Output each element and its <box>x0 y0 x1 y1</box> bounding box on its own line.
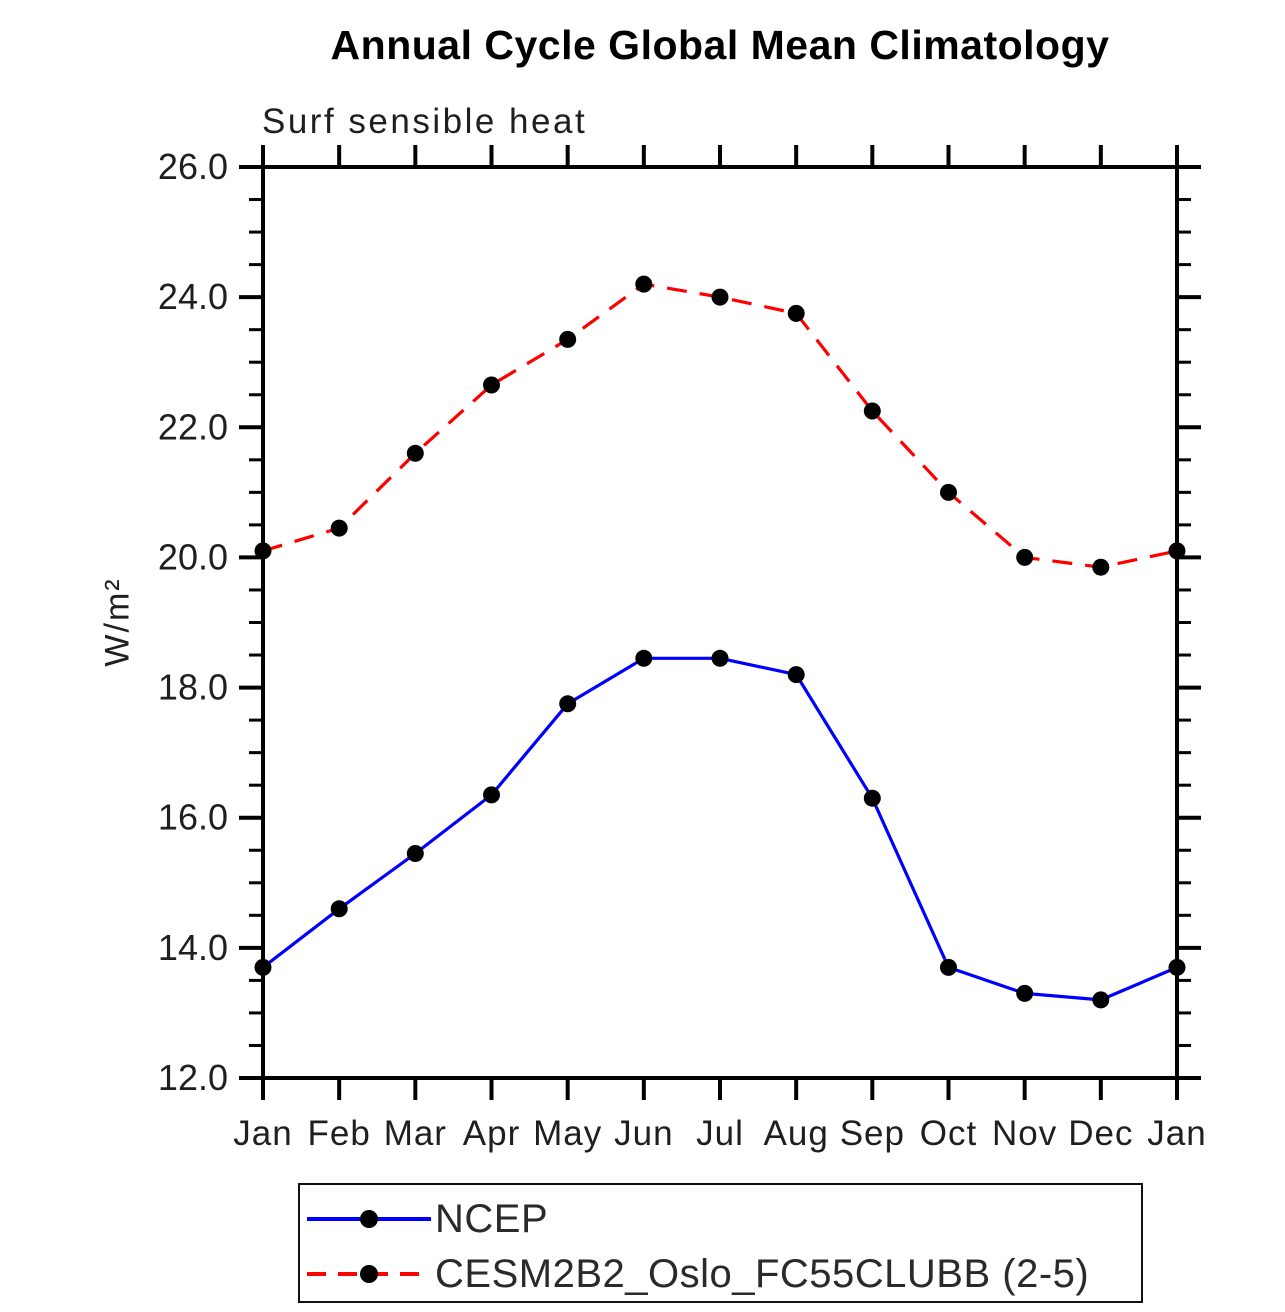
ncep-data-marker <box>1092 991 1110 1009</box>
legend-label-cesm: CESM2B2_Oslo_FC55CLUBB (2-5) <box>435 1251 1090 1296</box>
y-axis-tick-label: 18.0 <box>158 667 228 708</box>
x-axis-tick-label: Nov <box>992 1114 1057 1153</box>
cesm-data-marker <box>1092 558 1110 576</box>
ncep-data-marker <box>559 695 577 713</box>
x-axis-tick-label: Mar <box>384 1114 447 1153</box>
cesm-data-marker <box>330 519 348 537</box>
y-axis-tick-label: 16.0 <box>158 797 228 838</box>
chart-subtitle: Surf sensible heat <box>262 102 588 141</box>
cesm-legend-marker <box>360 1265 378 1283</box>
y-axis-tick-label: 26.0 <box>158 146 228 187</box>
x-axis-tick-label: Jun <box>614 1114 673 1153</box>
x-axis-tick-label: Feb <box>308 1114 371 1153</box>
cesm-series-line <box>262 282 1178 569</box>
x-axis-tick-label: Jan <box>233 1114 292 1153</box>
cesm-data-marker <box>483 376 500 394</box>
ncep-data-marker <box>711 649 729 667</box>
legend-label-ncep: NCEP <box>435 1196 549 1241</box>
cesm-data-marker <box>254 542 272 560</box>
cesm-data-marker <box>1016 548 1034 566</box>
ncep-data-marker <box>1168 958 1186 976</box>
y-axis-tick-label: 24.0 <box>158 276 228 317</box>
ncep-data-marker <box>1016 984 1034 1002</box>
ncep-data-marker <box>635 649 653 667</box>
cesm-data-marker <box>711 288 729 306</box>
x-axis-tick-label: Sep <box>840 1114 905 1153</box>
cesm-data-marker <box>787 304 805 322</box>
cesm-data-marker <box>940 483 957 501</box>
y-axis-tick-label: 20.0 <box>158 536 228 577</box>
ncep-legend-marker <box>360 1210 378 1228</box>
y-axis-tick-label: 14.0 <box>158 927 228 968</box>
x-axis-tick-label: Apr <box>463 1114 520 1153</box>
ncep-data-marker <box>254 958 272 976</box>
cesm-data-marker <box>406 444 424 462</box>
y-axis-tick-label: 12.0 <box>158 1057 228 1098</box>
x-axis-tick-label: Jul <box>696 1114 744 1153</box>
x-axis-tick-label: Aug <box>764 1114 829 1153</box>
cesm-legend-line-sample <box>307 1265 431 1283</box>
cesm-data-marker <box>863 402 881 420</box>
ncep-series-line <box>262 656 1178 1002</box>
legend: NCEP CESM2B2_Oslo_FC55CLUBB (2-5) <box>298 1183 1143 1303</box>
cesm-data-marker <box>635 275 653 293</box>
x-axis-tick-label: May <box>533 1114 602 1153</box>
ncep-data-marker <box>406 845 424 862</box>
legend-entry-cesm: CESM2B2_Oslo_FC55CLUBB (2-5) <box>303 1247 1089 1301</box>
x-axis-tick-label: Dec <box>1068 1114 1133 1153</box>
ncep-data-marker <box>863 789 881 807</box>
x-axis-tick-label: Jan <box>1147 1114 1206 1153</box>
y-axis-tick-label: 22.0 <box>158 406 228 447</box>
legend-entry-ncep: NCEP <box>303 1192 548 1246</box>
ncep-data-marker <box>787 666 805 684</box>
ncep-data-marker <box>483 786 500 804</box>
chart-title: Annual Cycle Global Mean Climatology <box>330 22 1110 68</box>
cesm-data-marker <box>1168 542 1186 560</box>
ncep-data-marker <box>330 900 348 918</box>
cesm-data-marker <box>559 330 577 348</box>
ncep-legend-line-sample <box>307 1210 431 1228</box>
x-axis-tick-label: Oct <box>920 1114 977 1153</box>
ncep-data-marker <box>940 958 957 976</box>
